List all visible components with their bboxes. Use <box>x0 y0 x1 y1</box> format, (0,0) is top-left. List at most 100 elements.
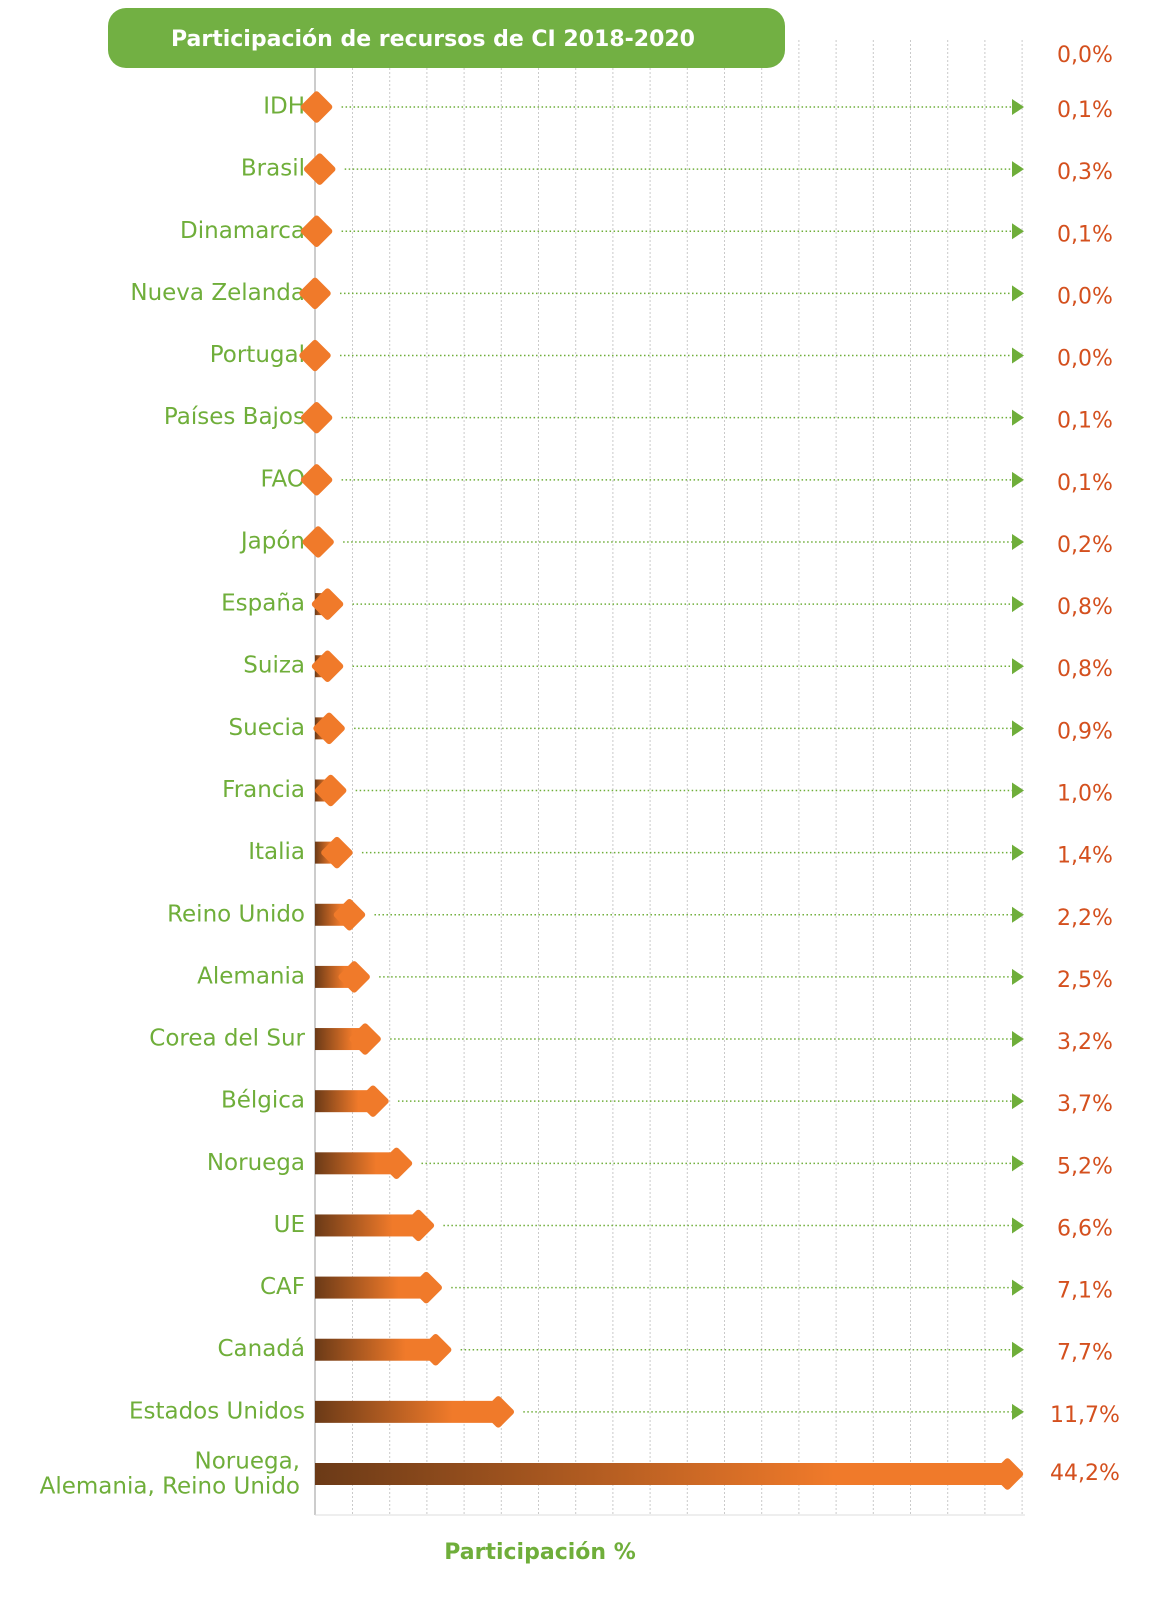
leader-arrow <box>1012 347 1024 364</box>
annotation: 0,0% <box>1057 43 1113 68</box>
value-label: 0,1% <box>1057 222 1113 247</box>
leader-arrow <box>1012 1031 1024 1048</box>
category-label: IDH <box>263 94 305 120</box>
bar <box>315 1463 1008 1485</box>
marker <box>349 1023 381 1055</box>
chart-title: Participación de recursos de CI 2018-202… <box>171 27 695 52</box>
marker <box>313 712 345 745</box>
leader-arrow <box>1012 1403 1024 1420</box>
category-label: Brasil <box>241 156 305 182</box>
leader-arrow <box>1012 968 1024 985</box>
marker <box>311 650 344 682</box>
category-label: Francia <box>222 777 305 803</box>
bar <box>315 1338 436 1361</box>
marker <box>314 774 347 807</box>
category-label: Estados Unidos <box>129 1398 305 1424</box>
grid-pattern <box>340 40 1025 1515</box>
marker <box>300 464 333 496</box>
leader-arrow <box>1012 782 1024 799</box>
category-label: Dinamarca <box>180 218 305 244</box>
bar <box>315 1090 373 1113</box>
marker <box>338 961 370 993</box>
leader-arrow <box>1012 1341 1024 1358</box>
category-label: Suiza <box>243 653 305 679</box>
value-label: 3,2% <box>1057 1030 1113 1055</box>
category-label: Nueva Zelanda <box>130 280 305 306</box>
bar <box>315 1214 419 1237</box>
marker <box>302 526 334 558</box>
value-label: 3,7% <box>1057 1092 1113 1117</box>
marker <box>303 153 336 185</box>
leader-arrow <box>1012 658 1024 675</box>
category-label: Bélgica <box>221 1088 305 1114</box>
value-label: 5,2% <box>1057 1154 1113 1179</box>
category-label: Noruega, Alemania, Reino Unido <box>40 1448 300 1499</box>
value-label: 1,4% <box>1057 844 1113 869</box>
marker <box>482 1396 515 1428</box>
marker <box>380 1147 413 1180</box>
value-label: 2,2% <box>1057 906 1113 931</box>
leader-arrow <box>1012 596 1024 613</box>
leader-arrow <box>1012 1217 1024 1234</box>
value-label: 0,8% <box>1057 657 1113 682</box>
value-label: 2,5% <box>1057 968 1113 993</box>
leader-arrow <box>1012 409 1024 426</box>
leader-arrow <box>1012 285 1024 302</box>
title-pill <box>108 8 785 68</box>
marker <box>300 401 333 434</box>
leader-arrow <box>1012 471 1024 488</box>
leader-arrow <box>1012 844 1024 861</box>
marker <box>321 836 353 869</box>
value-label: 0,8% <box>1057 595 1113 620</box>
value-label: 6,6% <box>1057 1216 1113 1241</box>
category-label: Japón <box>239 528 305 554</box>
category-label: Noruega <box>207 1150 305 1176</box>
marker <box>299 339 331 372</box>
value-label: 0,1% <box>1057 98 1113 123</box>
category-label: Corea del Sur <box>149 1026 305 1052</box>
category-label: Italia <box>248 839 305 865</box>
marker <box>299 277 331 310</box>
leader-arrow <box>1012 161 1024 178</box>
leader-arrow <box>1012 223 1024 240</box>
category-label: Alemania <box>197 963 305 989</box>
category-label: Suecia <box>229 715 305 741</box>
category-label: España <box>221 591 305 617</box>
leader-arrow <box>1012 906 1024 923</box>
leader-arrow <box>1012 720 1024 737</box>
category-label: Canadá <box>217 1336 305 1362</box>
value-label: 1,0% <box>1057 782 1113 807</box>
value-label: 0,3% <box>1057 160 1113 185</box>
marker <box>419 1333 452 1366</box>
leader-arrow <box>1012 533 1024 550</box>
leader-arrow <box>1012 1279 1024 1296</box>
marker <box>300 215 333 248</box>
marker <box>402 1209 435 1242</box>
leader-arrow <box>1012 1093 1024 1110</box>
category-label: FAO <box>260 466 305 492</box>
value-label: 0,1% <box>1057 409 1113 434</box>
marker <box>991 1458 1024 1490</box>
category-label: UE <box>274 1212 305 1238</box>
leader-arrow <box>1012 1155 1024 1172</box>
category-label: Países Bajos <box>164 404 305 430</box>
marker <box>357 1085 389 1117</box>
category-label: CAF <box>260 1274 305 1300</box>
bar <box>315 1028 366 1051</box>
x-axis-label: Participación % <box>444 1540 636 1565</box>
category-label: Reino Unido <box>167 901 305 927</box>
leader-arrow <box>1012 99 1024 115</box>
value-label: 0,2% <box>1057 533 1113 558</box>
marker <box>333 899 366 931</box>
value-label: 44,2% <box>1050 1461 1120 1486</box>
category-label: Portugal <box>210 342 305 368</box>
marker <box>410 1271 442 1304</box>
value-label: 11,7% <box>1050 1403 1120 1428</box>
value-label: 7,7% <box>1057 1341 1113 1366</box>
value-label: 0,0% <box>1057 347 1113 372</box>
value-label: 0,0% <box>1057 284 1113 309</box>
marker <box>300 91 333 123</box>
value-label: 0,9% <box>1057 719 1113 744</box>
bar <box>315 1152 397 1175</box>
